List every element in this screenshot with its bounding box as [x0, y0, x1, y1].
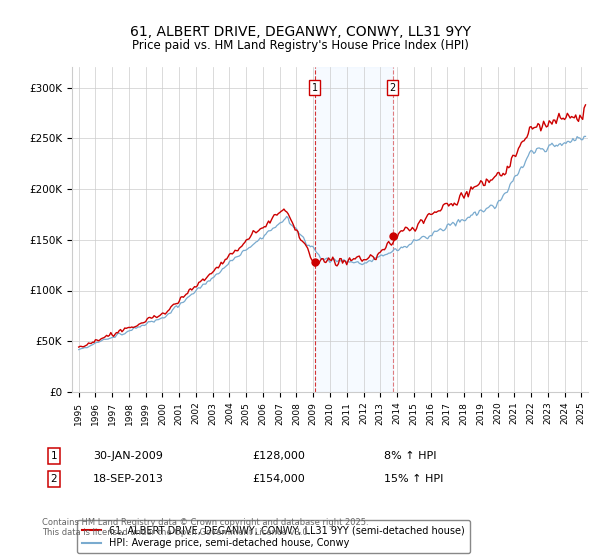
Text: £128,000: £128,000: [252, 451, 305, 461]
Text: Contains HM Land Registry data © Crown copyright and database right 2025.
This d: Contains HM Land Registry data © Crown c…: [42, 518, 368, 538]
Text: 2: 2: [50, 474, 58, 484]
Legend: 61, ALBERT DRIVE, DEGANWY, CONWY, LL31 9YY (semi-detached house), HPI: Average p: 61, ALBERT DRIVE, DEGANWY, CONWY, LL31 9…: [77, 520, 470, 553]
Text: £154,000: £154,000: [252, 474, 305, 484]
Text: 8% ↑ HPI: 8% ↑ HPI: [384, 451, 437, 461]
Text: 2: 2: [389, 82, 396, 92]
Bar: [314, 67, 393, 392]
Text: 15% ↑ HPI: 15% ↑ HPI: [384, 474, 443, 484]
Text: 61, ALBERT DRIVE, DEGANWY, CONWY, LL31 9YY: 61, ALBERT DRIVE, DEGANWY, CONWY, LL31 9…: [130, 25, 470, 39]
Text: 1: 1: [311, 82, 317, 92]
Text: 1: 1: [50, 451, 58, 461]
Text: 30-JAN-2009: 30-JAN-2009: [93, 451, 163, 461]
Text: 18-SEP-2013: 18-SEP-2013: [93, 474, 164, 484]
Text: Price paid vs. HM Land Registry's House Price Index (HPI): Price paid vs. HM Land Registry's House …: [131, 39, 469, 52]
